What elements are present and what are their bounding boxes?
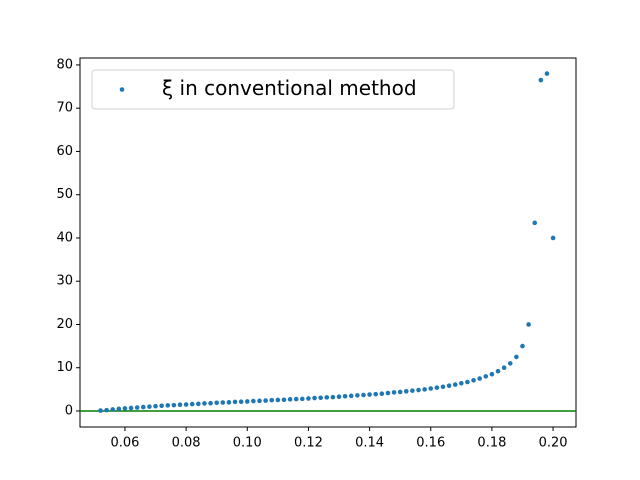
point [220,400,226,405]
point [526,322,531,327]
point [128,405,134,411]
point [403,389,409,394]
point [410,388,415,393]
x-tick-label: 0.12 [294,436,323,451]
point [483,374,489,379]
point [177,402,183,408]
point [324,395,330,400]
point [104,407,109,413]
point [257,398,262,404]
y-tick-label: 60 [56,144,73,159]
point [153,403,158,409]
point [147,404,152,409]
point [550,235,556,241]
point [189,401,195,407]
point [514,354,519,360]
point [300,396,305,402]
point [312,395,317,401]
point [134,405,140,410]
point [507,361,513,366]
y-tick-label: 40 [56,230,73,245]
point [459,381,464,386]
point [520,343,525,349]
point [495,368,501,374]
point [501,365,507,371]
point [232,399,238,405]
point [342,393,348,399]
y-tick-label: 80 [56,57,73,72]
point [348,393,354,399]
point [165,403,171,408]
x-tick-label: 0.16 [416,436,445,451]
point [385,390,391,396]
y-tick-label: 70 [56,101,73,116]
x-tick-label: 0.18 [477,436,506,451]
point [171,402,177,408]
point [367,392,372,397]
x-tick-label: 0.10 [233,436,262,451]
point [471,377,476,383]
point [355,393,360,398]
point [293,396,299,402]
point [306,396,311,401]
y-tick-label: 20 [56,317,73,332]
x-tick-label: 0.14 [355,436,384,451]
point [196,401,201,407]
legend-box [91,69,455,110]
point [226,400,232,405]
y-tick-label: 50 [56,187,73,202]
point [275,397,281,403]
point [336,394,342,400]
point [183,402,189,407]
point [263,398,268,403]
point [440,384,446,390]
y-tick-label: 30 [56,274,73,289]
point [330,394,336,400]
point [465,379,470,385]
legend-label: ξ in conventional method [162,76,417,100]
point [422,387,427,392]
point [244,399,250,404]
point [428,386,434,391]
point [416,387,421,393]
point [318,395,323,401]
point [446,383,452,388]
x-tick-label: 0.20 [539,436,568,451]
point [208,400,213,406]
point [122,406,128,411]
legend-marker [119,87,125,92]
point [391,390,397,395]
x-tick-label: 0.08 [172,436,201,451]
point [532,220,538,226]
point [287,397,293,402]
point [373,391,379,397]
plot-area [79,57,577,428]
point [251,398,256,404]
point [434,385,440,390]
point [98,408,103,413]
point [489,371,495,377]
point [269,397,275,403]
y-tick-label: 10 [56,360,73,375]
point [110,407,116,412]
point [397,389,403,395]
point [159,403,164,409]
point [238,399,244,404]
point [538,77,544,83]
y-tick-label: 0 [65,403,73,418]
point [214,400,219,406]
point [379,391,385,396]
point [116,406,122,412]
point [452,382,458,387]
point [140,404,146,410]
point [361,392,366,398]
point [544,71,550,76]
point [202,401,207,406]
point [281,397,287,403]
x-tick-label: 0.06 [110,436,139,451]
point [477,376,482,381]
